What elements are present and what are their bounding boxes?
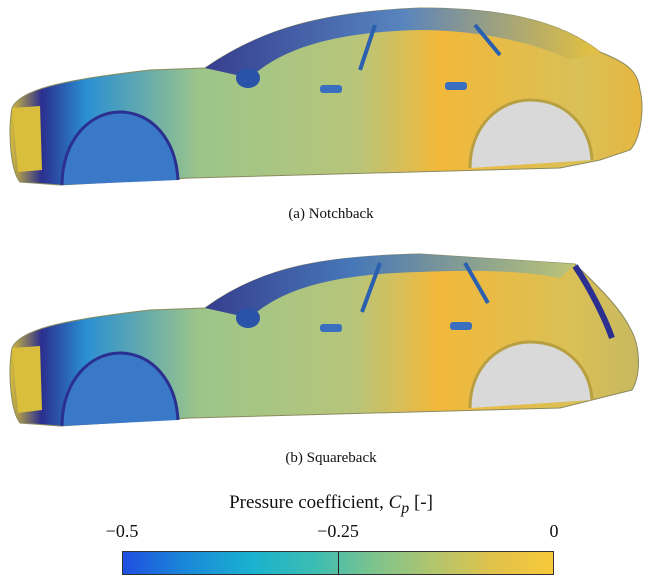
roof bbox=[205, 254, 575, 318]
door-handle bbox=[450, 322, 472, 330]
rear-pillar bbox=[572, 264, 615, 339]
colorbar-tick bbox=[338, 552, 339, 574]
front-bumper bbox=[12, 346, 42, 413]
front-wheel-arch bbox=[60, 110, 180, 186]
door-handle bbox=[320, 85, 342, 93]
colorbar-title: Pressure coefficient, Cp [-] bbox=[229, 492, 433, 517]
caption-squareback: (b) Squareback bbox=[285, 450, 377, 466]
front-wheel-arch bbox=[60, 351, 180, 427]
rear-wheel-arch bbox=[468, 98, 594, 169]
colorbar-tick-label: 0 bbox=[549, 521, 559, 541]
door-handle bbox=[445, 82, 467, 90]
window-line bbox=[360, 262, 382, 313]
roof bbox=[205, 8, 600, 78]
colorbar-tick-label: −0.5 bbox=[105, 521, 139, 541]
rear-wheel-arch bbox=[468, 340, 594, 409]
side-mirror bbox=[236, 308, 260, 328]
window-line bbox=[463, 262, 490, 304]
pressure-colorbar bbox=[122, 551, 554, 575]
door-handle bbox=[320, 324, 342, 332]
window-line bbox=[473, 23, 502, 57]
notchback-pressure-rendering bbox=[9, 7, 643, 186]
front-bumper bbox=[12, 106, 42, 172]
window-line bbox=[358, 24, 377, 71]
squareback-pressure-rendering bbox=[9, 253, 639, 427]
caption-notchback: (a) Notchback bbox=[288, 206, 374, 222]
colorbar-tick-label: −0.25 bbox=[317, 521, 359, 541]
side-mirror bbox=[236, 68, 260, 88]
